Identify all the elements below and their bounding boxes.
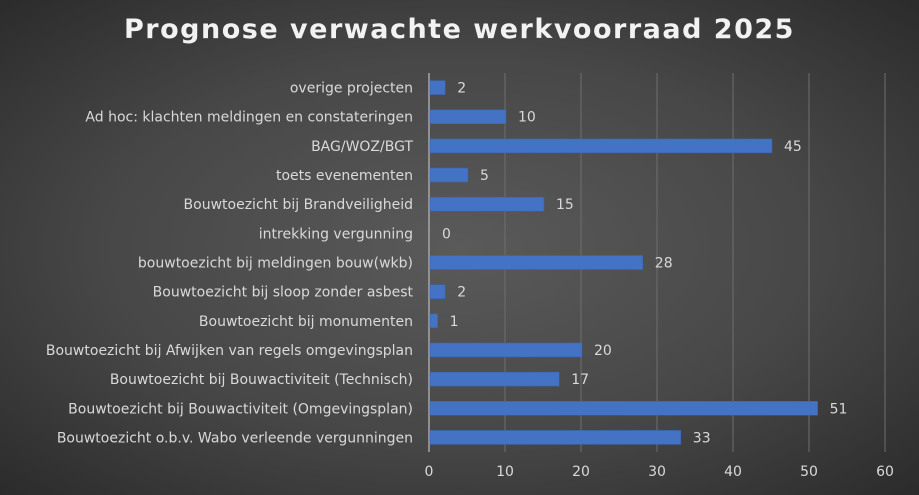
bar [429,255,644,270]
category-label: Bouwtoezicht bij monumenten [199,314,413,330]
x-tick-label: 50 [800,464,818,480]
bar [429,401,818,416]
data-label: 2 [457,81,466,97]
x-tick-label: 40 [724,464,742,480]
data-label: 0 [442,226,451,242]
bar [429,284,446,299]
data-label: 10 [518,110,536,126]
data-label: 20 [594,343,612,359]
category-label: BAG/WOZ/BGT [311,139,413,155]
x-tick-label: 30 [648,464,666,480]
data-label: 2 [457,285,466,301]
category-label: bouwtoezicht bij meldingen bouw(wkb) [138,256,413,272]
data-label: 51 [830,401,848,417]
bar [429,342,583,358]
category-label: Bouwtoezicht bij Afwijken van regels omg… [46,343,413,359]
category-label: intrekking vergunning [259,226,413,242]
bar [429,371,560,387]
bar [429,138,773,154]
category-label: overige projecten [290,81,413,97]
data-label: 33 [693,430,711,446]
category-label: toets evenementen [276,168,413,184]
bar [429,313,438,329]
category-label: Bouwtoezicht bij Brandveiligheid [184,197,413,213]
chart-title: Prognose verwachte werkvoorraad 2025 [124,14,795,45]
data-label: 15 [556,197,574,213]
bar [429,167,469,183]
bar [429,196,545,212]
bar [429,430,682,445]
category-label: Ad hoc: klachten meldingen en constateri… [85,110,413,126]
x-tick-label: 60 [876,464,894,480]
bar [429,109,507,124]
data-label: 5 [480,168,489,184]
category-label: Bouwtoezicht o.b.v. Wabo verleende vergu… [57,430,413,446]
x-tick-label: 0 [425,464,434,480]
bar [429,80,446,95]
category-label: Bouwtoezicht bij Bouwactiviteit (Omgevin… [68,401,413,417]
category-label: Bouwtoezicht bij sloop zonder asbest [153,285,414,301]
data-label: 17 [571,372,589,388]
data-label: 1 [450,314,459,330]
category-label: Bouwtoezicht bij Bouwactiviteit (Technis… [110,372,413,388]
x-tick-label: 10 [496,464,514,480]
x-tick-label: 20 [572,464,590,480]
data-label: 28 [655,256,673,272]
data-label: 45 [784,139,802,155]
